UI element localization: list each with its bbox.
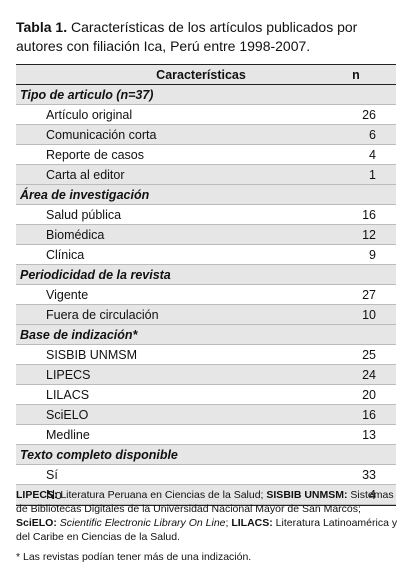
table-row: Fuera de circulación 10 [16,305,396,325]
section-title: Periodicidad de la revista [20,267,171,282]
row-label: SciELO [46,407,89,422]
footnote-segment: Literatura Peruana en Ciencias de la Sal… [57,489,267,501]
table-row: Sí 33 [16,465,396,485]
table-row: No 4 [16,485,396,505]
row-value: 16 [362,207,376,222]
table-row: LIPECS 24 [16,365,396,385]
section-row: Tipo de articulo (n=37) [16,85,396,105]
row-label: Sí [46,467,58,482]
footnote-segment: * Las revistas podían tener más de una i… [16,551,252,563]
caption-text: Características de los artículos publica… [16,19,358,54]
footnote-segment: Scientific Electronic Library On Line [56,517,226,529]
table-row: Comunicación corta 6 [16,125,396,145]
row-label: Carta al editor [46,167,125,182]
header-cell: n [352,67,360,82]
table-row: Carta al editor 1 [16,165,396,185]
table-row: Medline 13 [16,425,396,445]
footnote: * Las revistas podían tener más de una i… [16,550,398,564]
section-row: Base de indización* [16,325,396,345]
row-label: No [46,487,62,502]
footnote-segment: Literatura Latinoamérica y del Caribe en… [16,517,398,543]
row-value: 16 [362,407,376,422]
section-row: Texto completo disponible [16,445,396,465]
section-title: Tipo de articulo (n=37) [20,87,154,102]
row-value: 20 [362,387,376,402]
footnote-segment: ; [225,517,232,529]
header-row: Características n [16,65,396,85]
table-row: LILACS 20 [16,385,396,405]
row-value: 26 [362,107,376,122]
row-value: 9 [369,247,376,262]
row-label: LIPECS [46,367,91,382]
row-value: 33 [362,467,376,482]
footnote-segment: SISBIB UNMSM: [266,489,348,501]
row-label: Medline [46,427,90,442]
row-value: 4 [369,147,376,162]
row-value: 4 [369,487,376,502]
section-title: Base de indización* [20,327,138,342]
row-label: Clínica [46,247,85,262]
row-label: SISBIB UNMSM [46,347,137,362]
footnote: LIPECS: Literatura Peruana en Ciencias d… [16,488,398,544]
section-row: Periodicidad de la revista [16,265,396,285]
table-row: Clínica 9 [16,245,396,265]
row-value: 6 [369,127,376,142]
row-label: LILACS [46,387,90,402]
row-label: Comunicación corta [46,127,157,142]
footnote-segment: LIPECS: [16,489,58,501]
row-label: Biomédica [46,227,105,242]
row-label: Vigente [46,287,89,302]
row-value: 10 [362,307,376,322]
section-row: Área de investigación [16,185,396,205]
table-row: Vigente 27 [16,285,396,305]
table-row: SISBIB UNMSM 25 [16,345,396,365]
row-value: 1 [369,167,376,182]
row-label: Artículo original [46,107,133,122]
footnotes: LIPECS: Literatura Peruana en Ciencias d… [16,488,398,570]
section-title: Área de investigación [20,187,150,202]
table-row: Biomédica 12 [16,225,396,245]
row-value: 24 [362,367,376,382]
row-value: 25 [362,347,376,362]
row-value: 27 [362,287,376,302]
table-row: SciELO 16 [16,405,396,425]
table-row: Salud pública 16 [16,205,396,225]
footnote-segment: SciELO: [16,517,57,529]
row-value: 12 [362,227,376,242]
table: Características n Tipo de articulo (n=37) A… [16,64,396,506]
caption-label: Tabla 1. [16,19,68,35]
row-label: Reporte de casos [46,147,144,162]
footnote-segment: Sistemas de Bibliotecas Digitales de la … [16,489,394,515]
table-row: Reporte de casos 4 [16,145,396,165]
row-value: 13 [362,427,376,442]
section-title: Texto completo disponible [20,447,178,462]
header-cell: Características [156,67,246,82]
footnote-segment: LILACS: [231,517,273,529]
row-label: Salud pública [46,207,122,222]
table-row: Artículo original 26 [16,105,396,125]
caption: Tabla 1. Características de los artículo… [16,18,396,56]
row-label: Fuera de circulación [46,307,159,322]
